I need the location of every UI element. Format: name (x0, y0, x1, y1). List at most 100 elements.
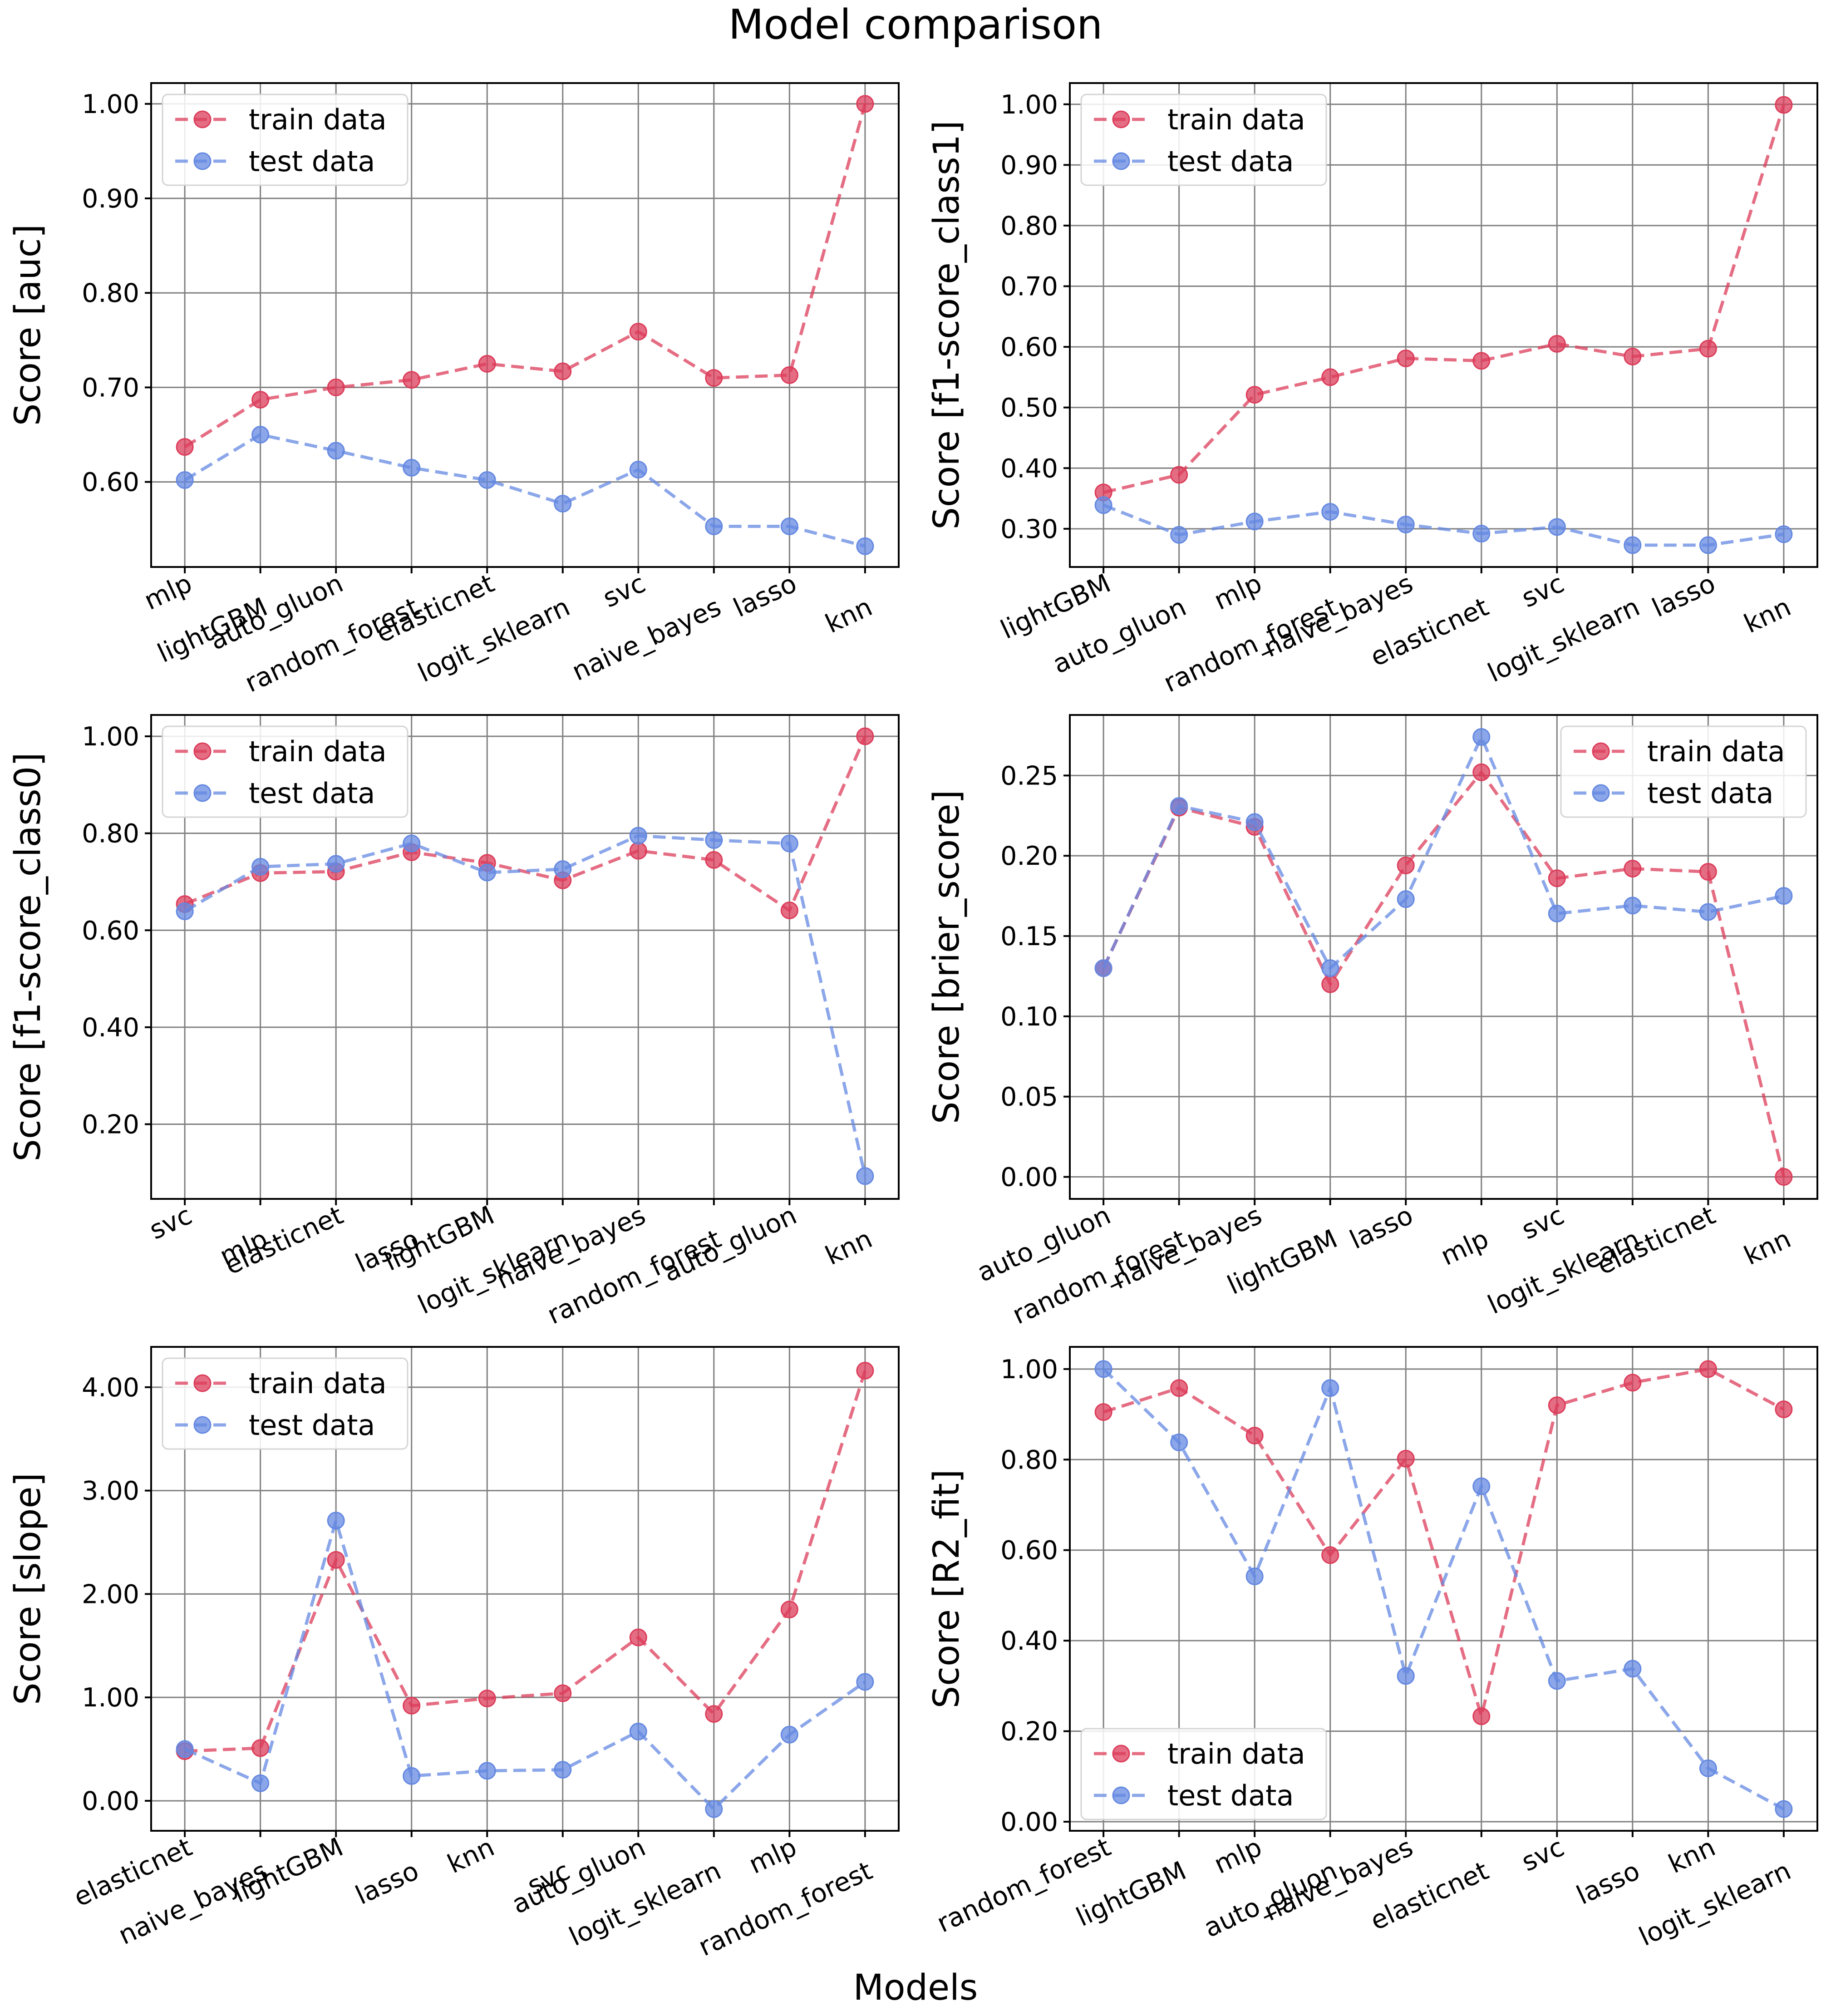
train-legend-marker (1112, 1745, 1130, 1763)
y-axis-label: Score [slope] (8, 1473, 49, 1705)
train-data-point (1397, 349, 1415, 367)
y-axis-label: Score [brier_score] (926, 790, 967, 1124)
x-tick-label: knn (1740, 1224, 1796, 1271)
train-series-line (1103, 1367, 1785, 1723)
train-data-point (780, 901, 798, 919)
x-tick-label: mlp (1436, 1224, 1493, 1272)
test-legend-label: test data (249, 777, 375, 810)
test-data-point (780, 1725, 798, 1744)
train-series-line (1103, 104, 1786, 494)
test-data-point (1094, 496, 1112, 514)
figure-xlabel: Models (853, 1967, 978, 2008)
x-tick-label: svc (145, 1200, 197, 1246)
train-data-point (1775, 96, 1793, 114)
test-legend-label: test data (249, 1409, 375, 1442)
chart-panel-6: 0.000.200.400.600.801.00random_forestlig… (926, 1346, 1818, 1952)
test-data-point (176, 1740, 194, 1758)
test-series-line (1102, 733, 1784, 971)
train-data-point (1699, 1360, 1717, 1378)
y-tick-label: 1.00 (82, 1683, 139, 1713)
y-tick-label: 0.00 (1000, 1163, 1058, 1193)
train-data-point (1624, 347, 1642, 365)
test-data-point (1397, 515, 1415, 533)
test-data-point (1699, 903, 1717, 921)
y-tick-label: 0.60 (1000, 1536, 1058, 1566)
y-tick-label: 0.40 (1000, 1626, 1058, 1656)
train-data-point (1245, 1426, 1264, 1444)
x-tick-label: random_forest (694, 1856, 877, 1962)
legend: train data test data (1080, 94, 1327, 186)
y-axis-label: Score [f1-score_class1] (926, 120, 967, 529)
panels: 0.600.700.800.901.00mlplightGBMauto_gluo… (8, 82, 1818, 1962)
train-legend-marker (193, 110, 212, 128)
x-tick-label: logit_sklearn (1483, 592, 1644, 688)
train-series-line (184, 735, 867, 913)
test-data-point (1624, 897, 1642, 915)
train-data-point (176, 438, 194, 456)
y-tick-label: 0.50 (1000, 393, 1058, 423)
y-tick-label: 1.00 (1000, 1355, 1058, 1385)
train-data-point (629, 1628, 647, 1646)
train-legend-label: train data (249, 1367, 387, 1400)
x-tick-label: svc (1517, 568, 1569, 614)
train-legend-label: train data (1647, 735, 1785, 768)
y-tick-label: 0.90 (1000, 150, 1058, 180)
test-legend-marker (1112, 1786, 1130, 1804)
train-data-point (1321, 368, 1339, 386)
train-data-point (327, 378, 345, 396)
chart-panel-4: 0.000.050.100.150.200.25auto_gluonrandom… (926, 714, 1818, 1331)
test-data-point (780, 517, 798, 535)
x-tick-label: svc (1517, 1832, 1569, 1878)
train-legend-label: train data (1167, 103, 1305, 136)
x-tick-label: logit_sklearn (1634, 1856, 1796, 1952)
test-data-point (1094, 959, 1112, 977)
train-data-point (251, 1739, 270, 1757)
y-tick-label: 3.00 (82, 1476, 139, 1506)
test-data-point (629, 1722, 647, 1740)
test-data-point (478, 863, 496, 882)
test-data-point (1548, 1672, 1566, 1690)
test-data-point (1699, 536, 1717, 554)
train-data-point (1397, 856, 1415, 874)
train-data-point (403, 1696, 421, 1715)
test-data-point (176, 902, 194, 921)
x-tick-label: knn (443, 1832, 499, 1879)
axes-frame (1069, 1346, 1818, 1832)
train-data-point (780, 1601, 798, 1619)
x-tick-label: mlp (1210, 1832, 1266, 1880)
train-legend-label: train data (249, 103, 387, 136)
test-series-line (1103, 503, 1784, 547)
test-series-line (1102, 1368, 1785, 1811)
chart-panel-5: 0.001.002.003.004.00elasticnetnaive_baye… (8, 1346, 900, 1962)
x-tick-label: naive_bayes (567, 592, 726, 687)
y-tick-label: 1.00 (82, 89, 139, 119)
train-legend-label: train data (249, 735, 387, 768)
test-data-point (478, 471, 496, 489)
x-tick-label: lasso (1648, 568, 1720, 623)
train-data-point (251, 390, 270, 409)
test-data-point (1170, 797, 1188, 815)
train-data-point (856, 1361, 874, 1380)
train-data-point (554, 1684, 572, 1702)
test-data-point (780, 834, 798, 853)
y-tick-label: 0.05 (1000, 1082, 1058, 1112)
axes-frame (150, 714, 900, 1200)
test-data-point (554, 495, 572, 513)
train-legend-marker (193, 1374, 212, 1392)
axes-frame (1069, 82, 1818, 568)
x-tick-label: mlp (1210, 568, 1266, 616)
test-data-point (1321, 1379, 1339, 1397)
train-data-point (1170, 466, 1188, 484)
test-data-point (1094, 1360, 1112, 1378)
test-data-point (1170, 526, 1188, 544)
test-data-point (1548, 905, 1566, 923)
test-data-point (1699, 1759, 1717, 1777)
y-tick-label: 0.10 (1000, 1002, 1058, 1032)
test-data-point (1245, 1567, 1264, 1586)
y-axis-label: Score [auc] (8, 224, 49, 426)
test-series-line (184, 834, 867, 1177)
y-tick-label: 0.40 (1000, 453, 1058, 483)
test-data-point (554, 1761, 572, 1779)
